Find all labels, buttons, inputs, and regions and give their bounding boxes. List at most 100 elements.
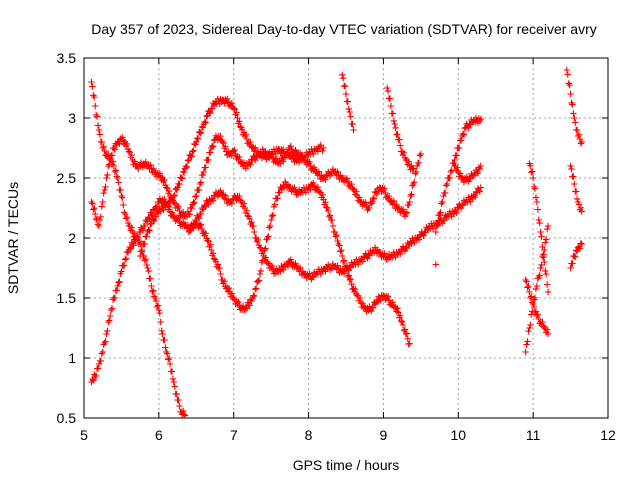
data-point	[147, 221, 154, 228]
data-point	[175, 396, 182, 404]
data-point	[370, 195, 378, 202]
data-point	[453, 152, 460, 159]
data-point	[543, 281, 551, 288]
data-point	[161, 195, 168, 203]
data-point	[373, 190, 381, 198]
data-point	[161, 176, 168, 184]
data-point	[95, 222, 103, 230]
data-point	[405, 201, 412, 209]
data-point	[525, 327, 532, 335]
data-point	[396, 136, 403, 143]
data-point	[400, 149, 408, 157]
data-point	[566, 81, 573, 89]
data-point	[534, 206, 542, 213]
data-point	[147, 275, 154, 282]
data-point	[570, 173, 577, 180]
data-point	[143, 233, 150, 240]
data-point	[217, 270, 224, 278]
data-point	[544, 288, 552, 296]
data-point	[572, 253, 579, 260]
data-point	[274, 195, 281, 202]
data-point	[268, 262, 276, 270]
y-tick-label: 3	[68, 110, 76, 126]
data-point	[187, 152, 194, 159]
data-point	[526, 288, 533, 296]
data-point	[348, 180, 355, 188]
data-point	[122, 215, 130, 222]
data-point	[97, 213, 105, 221]
data-point	[88, 78, 95, 86]
data-point	[108, 305, 116, 312]
data-point	[292, 260, 299, 267]
data-point	[432, 261, 440, 268]
data-point	[454, 164, 461, 171]
data-point	[99, 198, 106, 206]
data-point	[329, 222, 337, 230]
data-point	[113, 173, 120, 180]
data-point	[245, 300, 252, 308]
y-axis-label: SDTVAR / TECUs	[5, 182, 21, 294]
x-tick-labels: 5 6 7 8 9 10 11 12	[80, 427, 616, 443]
data-point	[221, 278, 228, 285]
data-point	[152, 213, 160, 220]
data-point	[201, 201, 208, 209]
data-point	[575, 131, 583, 138]
data-point	[179, 407, 187, 415]
data-point	[118, 268, 125, 275]
data-point	[569, 260, 576, 267]
data-point	[144, 264, 151, 272]
data-point	[205, 238, 212, 245]
data-point	[443, 180, 451, 188]
data-point	[186, 211, 193, 218]
data-point	[434, 221, 441, 228]
data-point	[255, 277, 263, 284]
data-point	[543, 326, 551, 333]
y-tick-labels: 0.5 1 1.5 2 2.5 3 3.5	[57, 50, 77, 426]
data-point	[195, 186, 203, 194]
data-point	[567, 264, 574, 272]
data-point	[404, 335, 411, 342]
data-point	[578, 240, 585, 248]
data-point	[374, 298, 382, 306]
data-point	[143, 261, 150, 269]
data-point	[134, 233, 141, 240]
data-point	[122, 255, 130, 262]
data-point	[570, 110, 577, 117]
data-point	[113, 287, 120, 294]
data-point	[398, 318, 406, 326]
data-point	[128, 151, 135, 159]
data-point	[442, 182, 450, 189]
data-point	[376, 249, 383, 256]
data-point	[110, 162, 118, 170]
data-point	[200, 168, 207, 176]
data-point	[353, 188, 360, 195]
data-point	[406, 198, 413, 206]
data-point	[90, 377, 97, 384]
data-point	[175, 203, 182, 210]
data-point	[339, 74, 347, 82]
data-point	[158, 327, 165, 335]
data-point	[262, 245, 269, 252]
data-point	[94, 365, 102, 372]
data-point	[339, 258, 347, 266]
data-point	[210, 101, 218, 108]
data-point	[571, 114, 578, 122]
data-point	[91, 93, 98, 101]
data-point	[239, 302, 247, 310]
data-point	[96, 131, 104, 138]
data-point	[527, 162, 534, 169]
data-point	[337, 248, 344, 255]
data-point	[395, 204, 402, 212]
data-point	[384, 293, 392, 300]
data-point	[347, 276, 354, 283]
data-point	[228, 290, 236, 297]
data-point	[99, 348, 106, 356]
data-point	[352, 285, 359, 293]
data-point	[145, 267, 152, 275]
data-point	[397, 142, 404, 149]
grid	[84, 58, 608, 418]
data-point	[93, 215, 101, 222]
data-point	[228, 152, 236, 159]
data-point	[98, 350, 105, 357]
data-point	[573, 126, 581, 134]
